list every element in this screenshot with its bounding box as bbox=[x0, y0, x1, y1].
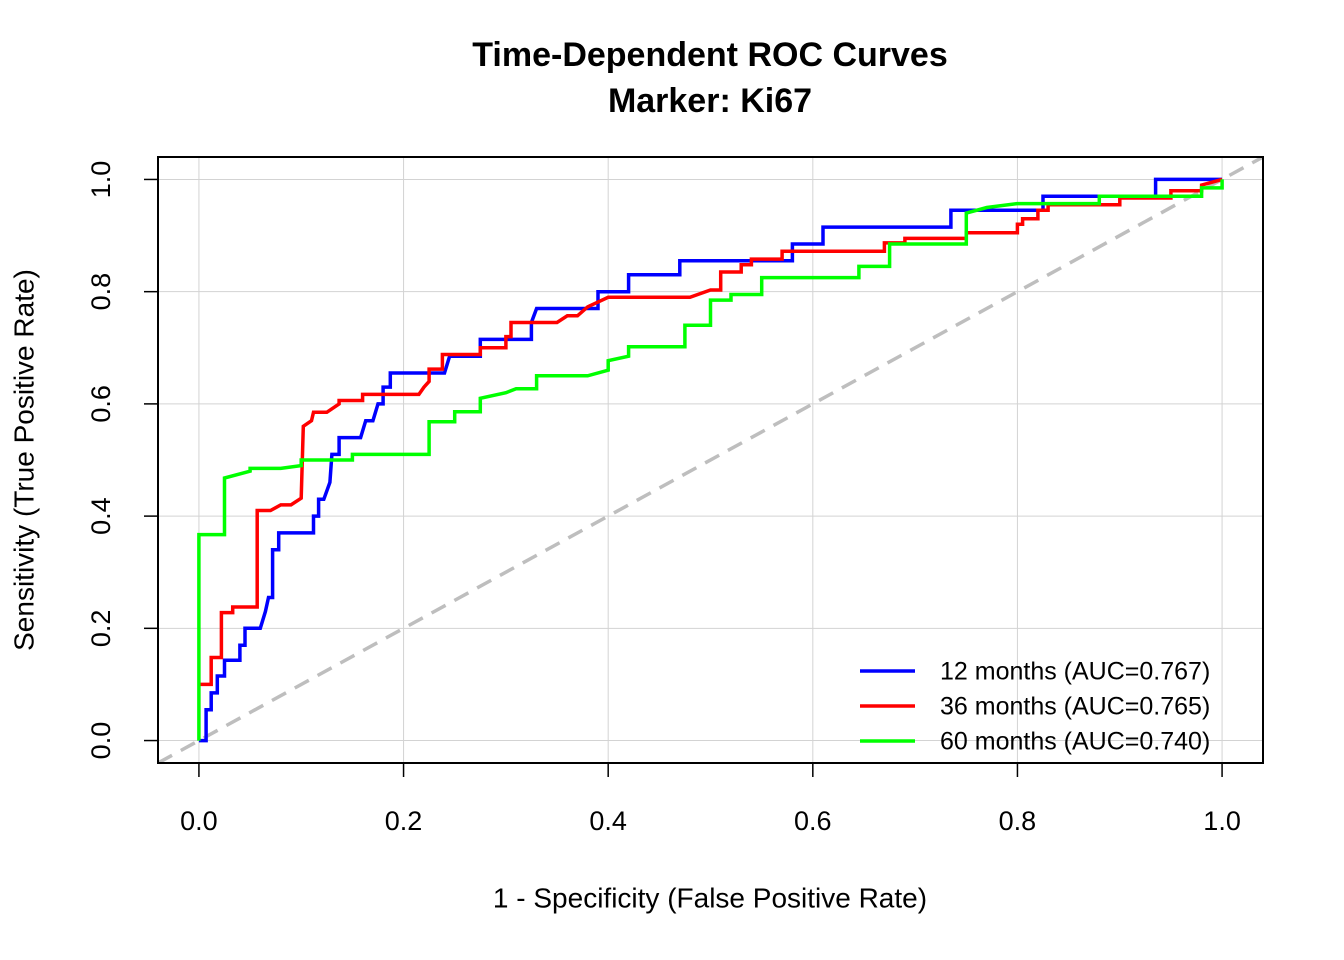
diagonal-reference bbox=[158, 157, 1263, 763]
chart-title: Time-Dependent ROC Curves bbox=[472, 36, 947, 74]
x-tick-label: 0.0 bbox=[180, 806, 218, 836]
y-axis-label: Sensitivity (True Positive Rate) bbox=[8, 269, 39, 651]
chart-subtitle: Marker: Ki67 bbox=[608, 82, 812, 120]
x-tick-label: 0.6 bbox=[794, 806, 832, 836]
x-tick-label: 0.4 bbox=[589, 806, 627, 836]
y-tick-label: 0.0 bbox=[86, 722, 116, 760]
x-axis-label: 1 - Specificity (False Positive Rate) bbox=[493, 882, 927, 913]
y-tick-label: 1.0 bbox=[86, 161, 116, 199]
x-tick-label: 1.0 bbox=[1203, 806, 1241, 836]
y-tick-label: 0.6 bbox=[86, 385, 116, 423]
y-tick-label: 0.4 bbox=[86, 497, 116, 535]
y-tick-label: 0.8 bbox=[86, 273, 116, 311]
plot-frame bbox=[157, 156, 1264, 764]
legend-label: 60 months (AUC=0.740) bbox=[940, 728, 1210, 756]
roc-curve bbox=[198, 177, 1223, 743]
x-tick-label: 0.2 bbox=[385, 806, 423, 836]
legend-label: 36 months (AUC=0.765) bbox=[940, 693, 1210, 721]
legend-label: 12 months (AUC=0.767) bbox=[940, 658, 1210, 686]
x-tick-label: 0.8 bbox=[999, 806, 1037, 836]
y-tick-label: 0.2 bbox=[86, 610, 116, 648]
roc-curve bbox=[197, 179, 1224, 741]
roc-curve bbox=[198, 177, 1223, 687]
